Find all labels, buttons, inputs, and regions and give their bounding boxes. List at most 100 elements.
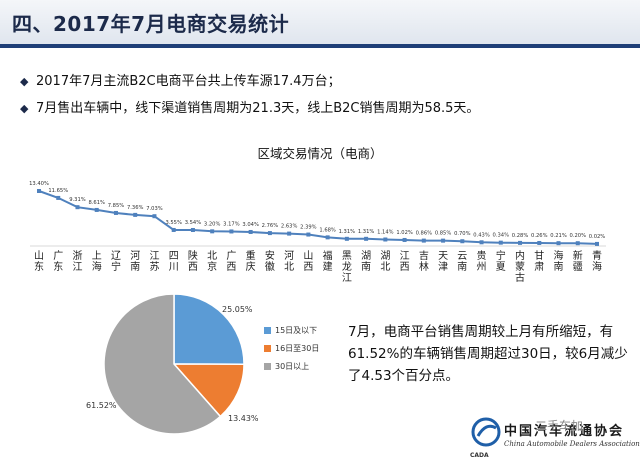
category-tick-label: 宁: [111, 260, 121, 273]
category-tick-label: 河: [130, 250, 140, 262]
data-point: [133, 212, 138, 217]
data-point: [460, 239, 465, 244]
data-point: [421, 238, 426, 243]
category-tick-label: 西: [400, 262, 410, 273]
header-rule: [0, 44, 640, 48]
data-label: 1.68%: [319, 227, 336, 233]
category-tick-label: 东: [53, 260, 63, 273]
category-tick-label: 江: [400, 250, 410, 262]
bullet-text: 2017年7月主流B2C电商平台共上传车源17.4万台；: [36, 74, 341, 89]
data-point: [75, 205, 80, 210]
data-point: [152, 214, 157, 219]
pie-data-label: 25.05%: [222, 305, 253, 314]
bullet-item: ◆ 2017年7月主流B2C电商平台共上传车源17.4万台；: [20, 70, 341, 89]
bullet-text: 7月售出车辆中，线下渠道销售周期为21.3天，线上B2C销售周期为58.5天。: [36, 101, 480, 116]
data-label: 3.04%: [242, 222, 259, 228]
data-point: [556, 241, 561, 246]
data-point: [575, 241, 580, 246]
diamond-bullet-icon: ◆: [20, 102, 29, 115]
category-tick-label: 新: [573, 249, 583, 262]
category-tick-label: 建: [323, 260, 333, 273]
category-tick-label: 京: [207, 260, 217, 273]
watermark: 二手车加: [535, 419, 584, 433]
category-tick-label: 西: [303, 262, 313, 273]
data-label: 3.17%: [223, 221, 240, 227]
category-tick-label: 北: [284, 261, 294, 273]
category-tick-label: 南: [457, 260, 467, 273]
data-point: [364, 236, 369, 241]
category-tick-label: 陕: [188, 249, 198, 262]
category-tick-label: 疆: [573, 261, 583, 273]
category-tick-label: 河: [284, 250, 294, 262]
category-tick-label: 林: [419, 260, 429, 273]
data-point: [518, 240, 523, 245]
data-point: [113, 210, 118, 215]
category-tick-label: 南: [554, 260, 564, 273]
data-point: [344, 236, 349, 241]
logo-short: CADA: [470, 452, 489, 459]
data-label: 0.02%: [589, 234, 606, 240]
category-tick-label: 庆: [246, 260, 256, 273]
data-point: [306, 232, 311, 237]
category-tick-label: 山: [34, 250, 44, 262]
category-tick-label: 海: [592, 260, 602, 273]
data-label: 9.31%: [69, 197, 86, 203]
data-point: [402, 237, 407, 242]
data-label: 7.03%: [146, 206, 163, 212]
category-tick-label: 龙: [342, 260, 352, 273]
data-label: 0.70%: [454, 231, 471, 237]
slide-title: 四、2017年7月电商交易统计: [12, 12, 290, 36]
category-tick-label: 苏: [149, 260, 159, 273]
category-tick-label: 广: [53, 250, 63, 262]
category-tick-label: 海: [554, 249, 564, 262]
data-label: 13.40%: [29, 181, 49, 187]
logo-english: China Automobile Dealers Association: [504, 440, 640, 448]
slide-header: 四、2017年7月电商交易统计: [0, 0, 640, 48]
pie-data-label: 13.43%: [228, 414, 259, 423]
category-tick-label: 内: [515, 249, 525, 262]
data-label: 2.76%: [262, 223, 279, 229]
data-label: 3.54%: [185, 220, 202, 226]
data-label: 0.43%: [473, 232, 490, 238]
data-point: [383, 237, 388, 242]
data-label: 7.85%: [108, 203, 125, 209]
data-label: 7.36%: [127, 205, 144, 211]
category-tick-label: 广: [226, 250, 236, 262]
pie-slice: [173, 293, 245, 365]
data-label: 2.39%: [300, 225, 317, 231]
category-tick-label: 云: [457, 251, 467, 262]
summary-text: 7月，电商平台销售周期较上月有所缩短，有61.52%的车辆销售周期超过30日，较…: [348, 324, 628, 384]
category-tick-label: 重: [246, 249, 256, 262]
data-point: [441, 238, 446, 243]
category-tick-label: 甘: [534, 249, 544, 262]
category-tick-label: 湖: [380, 250, 390, 262]
legend-label: 16日至30日: [275, 344, 320, 353]
logo-name: 中国汽车流通协会: [504, 424, 625, 439]
category-tick-label: 黑: [342, 250, 352, 262]
data-label: 2.63%: [281, 224, 298, 230]
category-tick-label: 湖: [361, 250, 371, 262]
category-tick-label: 州: [477, 261, 487, 273]
data-label: 1.31%: [358, 229, 375, 235]
pie-slice: [172, 363, 245, 418]
category-tick-label: 辽: [111, 250, 121, 262]
category-tick-label: 川: [169, 262, 179, 273]
data-point: [37, 189, 41, 193]
category-tick-label: 安: [265, 249, 275, 262]
category-tick-label: 津: [438, 261, 448, 273]
data-label: 0.20%: [570, 233, 587, 239]
data-point: [479, 240, 484, 245]
category-tick-label: 东: [34, 260, 44, 273]
category-tick-label: 江: [149, 250, 159, 262]
category-tick-label: 福: [323, 249, 333, 262]
data-point: [190, 227, 195, 232]
data-point: [267, 231, 272, 236]
category-tick-label: 江: [342, 272, 352, 284]
data-point: [287, 231, 292, 236]
category-tick-label: 南: [130, 260, 140, 273]
category-tick-label: 古: [515, 271, 525, 284]
data-label: 3.20%: [204, 221, 221, 227]
category-tick-label: 夏: [496, 261, 506, 273]
category-tick-label: 蒙: [515, 260, 525, 273]
